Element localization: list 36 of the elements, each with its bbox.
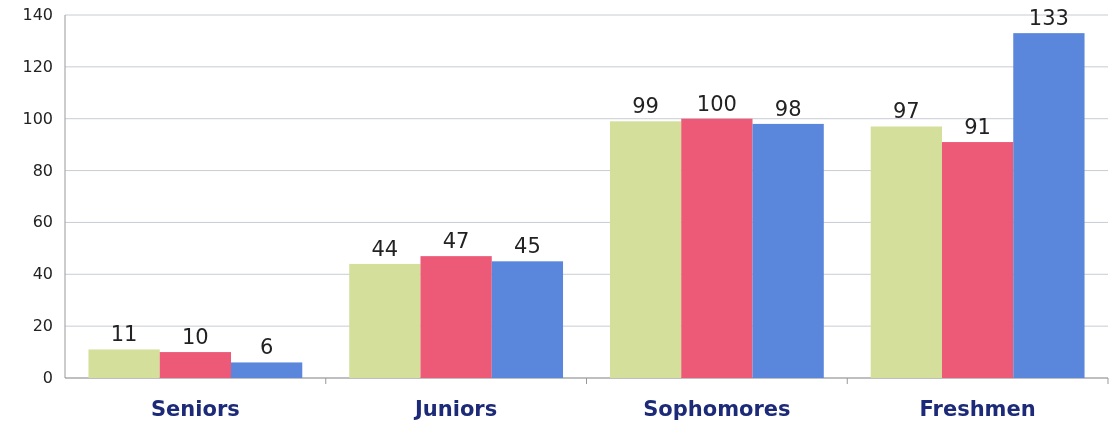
bar [1013,33,1085,378]
bar [420,256,492,378]
y-tick-label: 120 [22,56,53,76]
data-label: 133 [1028,6,1069,31]
bar [752,123,824,378]
y-tick-label: 40 [32,264,53,284]
y-tick-label: 100 [22,108,53,128]
x-tick-label: Seniors [150,397,240,421]
data-label: 47 [442,229,470,254]
bar [681,118,753,378]
x-tick-label: Freshmen [919,397,1036,421]
y-tick-label: 60 [32,212,53,232]
data-label: 45 [514,234,541,259]
bar [870,126,942,378]
y-tick-label: 80 [32,160,53,180]
y-tick-label: 140 [22,5,53,24]
data-label: 11 [110,322,138,347]
bar [941,142,1014,378]
y-tick-label: 0 [42,368,53,387]
data-label: 100 [696,91,737,116]
data-label: 91 [964,115,991,140]
bar [609,121,682,378]
bar [159,352,232,378]
bar [491,261,564,378]
bar [231,362,303,378]
x-tick-label: Sophomores [643,397,791,421]
bar [349,263,421,378]
data-label: 98 [774,96,802,121]
x-tick-label: Juniors [413,397,498,421]
data-label: 44 [371,236,399,261]
data-label: 99 [632,94,659,119]
bar [88,349,160,378]
data-label: 6 [259,335,274,360]
data-label: 97 [892,99,920,124]
y-tick-label: 20 [32,316,53,336]
data-label: 10 [182,325,209,350]
